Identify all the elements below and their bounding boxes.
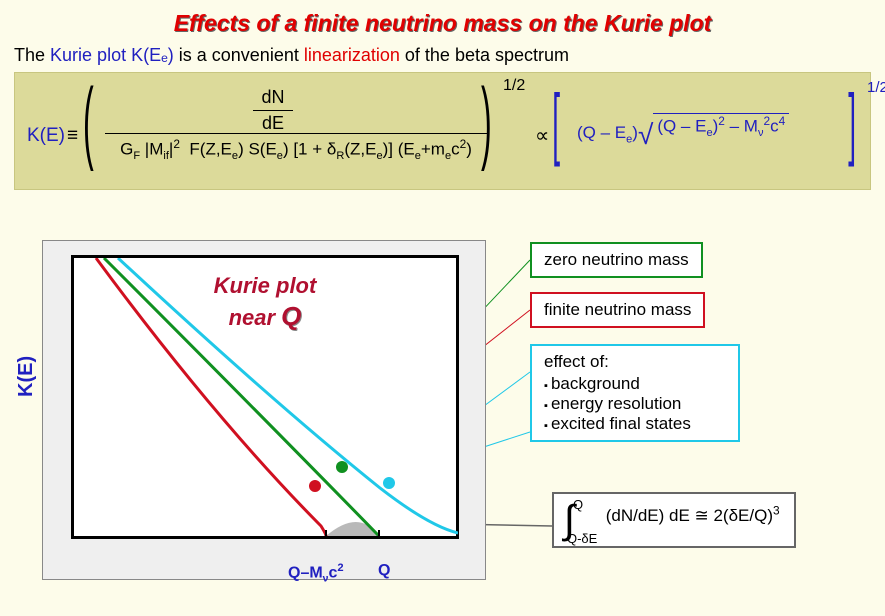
- plot-inner: Kurie plot near Q Q–Mνc2 Q: [71, 255, 459, 539]
- denominator: GF |Mif|2 F(Z,Ee) S(Ee) [1 + δR(Z,Ee)] (…: [105, 137, 487, 162]
- legend-effects: effect of: backgroundenergy resolutionex…: [530, 344, 740, 442]
- legend-finite-mass: finite neutrino mass: [530, 292, 705, 328]
- intro-text: The Kurie plot K(Eₑ) is a convenient lin…: [0, 43, 885, 70]
- paren-right: ): [481, 75, 492, 167]
- xtick-q: Q: [378, 562, 390, 580]
- integral-box: ∫QQ-δE (dN/dE) dE ≅ 2(δE/Q)3: [552, 492, 796, 548]
- xtick-qmc2: Q–Mνc2: [288, 562, 344, 585]
- exponent-half-1: 1/2: [503, 77, 525, 95]
- dot-cyan: [383, 477, 395, 489]
- formula-box: K(E) ≡ ( dN dE GF |Mif|2 F(Z,Ee) S(Ee) […: [14, 72, 871, 190]
- bracket-left: [: [552, 83, 560, 163]
- plot-container: K(E) Kurie plot near Q Q–: [42, 240, 486, 580]
- fraction-bar: [105, 133, 487, 134]
- formula-lhs: K(E): [27, 125, 65, 147]
- identity-sign: ≡: [67, 125, 78, 147]
- paren-left: (: [83, 75, 94, 167]
- dn-de: dN dE: [253, 87, 293, 134]
- dot-green: [336, 461, 348, 473]
- legend-effect-item: energy resolution: [544, 394, 726, 414]
- legend-zero-mass: zero neutrino mass: [530, 242, 703, 278]
- bracket-right: ]: [848, 83, 856, 163]
- formula-rhs: (Q – Ee)√(Q – Ee)2 – Mν2c4: [577, 117, 857, 149]
- proportional-sign: ∝: [535, 123, 549, 148]
- y-axis-label: K(E): [15, 356, 38, 397]
- legend-effect-item: excited final states: [544, 414, 726, 434]
- legend-effect-item: background: [544, 374, 726, 394]
- dot-red: [309, 480, 321, 492]
- exponent-half-2: 1/2: [867, 79, 885, 96]
- slide-title: Effects of a finite neutrino mass on the…: [0, 0, 885, 43]
